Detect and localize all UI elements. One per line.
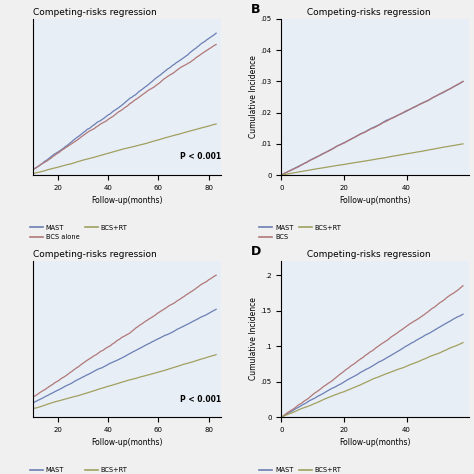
Legend: MAST, BCS, BCS+RT: MAST, BCS, BCS+RT xyxy=(256,464,344,474)
Text: P < 0.001: P < 0.001 xyxy=(180,394,221,403)
Text: Competing-risks regression: Competing-risks regression xyxy=(281,250,431,259)
Text: Competing-risks regression: Competing-risks regression xyxy=(281,8,431,17)
Y-axis label: Cumulative Incidence: Cumulative Incidence xyxy=(249,298,258,381)
X-axis label: Follow-up(months): Follow-up(months) xyxy=(91,196,163,205)
Text: P < 0.001: P < 0.001 xyxy=(180,153,221,162)
Text: B: B xyxy=(251,3,261,16)
Y-axis label: Cumulative Incidence: Cumulative Incidence xyxy=(248,55,257,138)
X-axis label: Follow-up(months): Follow-up(months) xyxy=(339,438,411,447)
Legend: MAST, BCS alone, BCS+RT: MAST, BCS alone, BCS+RT xyxy=(27,464,130,474)
Text: Competing-risks regression: Competing-risks regression xyxy=(33,8,157,17)
X-axis label: Follow-up(months): Follow-up(months) xyxy=(339,196,411,205)
Legend: MAST, BCS alone, BCS+RT: MAST, BCS alone, BCS+RT xyxy=(27,222,130,243)
Text: Competing-risks regression: Competing-risks regression xyxy=(33,250,157,259)
Legend: MAST, BCS, BCS+RT: MAST, BCS, BCS+RT xyxy=(256,222,344,243)
Text: D: D xyxy=(251,245,262,258)
X-axis label: Follow-up(months): Follow-up(months) xyxy=(91,438,163,447)
